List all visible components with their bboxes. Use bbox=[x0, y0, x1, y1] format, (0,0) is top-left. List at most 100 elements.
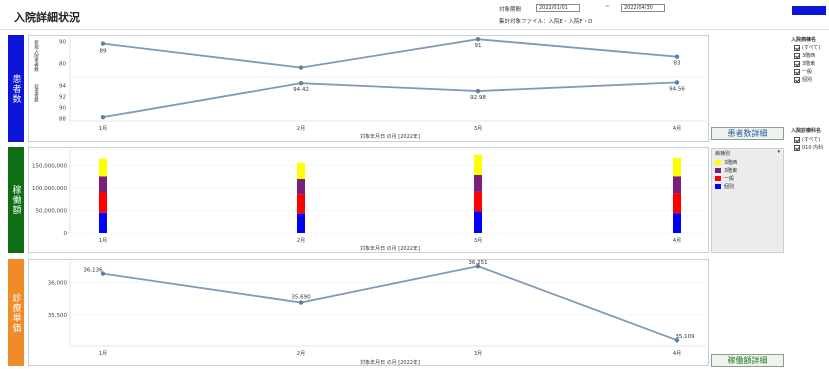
operations-y-tick: 0 bbox=[64, 231, 68, 237]
patients-upper-data-label: 89 bbox=[100, 49, 107, 55]
patients-lower-tick: 88 bbox=[59, 116, 66, 122]
operations-chart-panel bbox=[28, 147, 709, 253]
legend-item[interactable]: 3階西 bbox=[715, 159, 737, 167]
patients-upper-data-label: 91 bbox=[475, 43, 482, 49]
period-end-input[interactable]: 2022/04/30 bbox=[621, 4, 665, 12]
legend-label: 3階西 bbox=[724, 160, 738, 166]
ward-filter-option[interactable]: 3階東 bbox=[794, 60, 820, 68]
price-x-tick: 2月 bbox=[297, 351, 305, 357]
patients-x-tick: 2月 bbox=[297, 126, 305, 132]
source-files-label: 集計対象ファイル：入院E・入院F・D bbox=[499, 19, 593, 25]
operations-bar-segment bbox=[297, 213, 305, 233]
dept-filter-option[interactable]: (すべて) bbox=[794, 136, 823, 144]
patients-lower-data-label: 94.56 bbox=[669, 86, 685, 92]
patients-lower-tick: 94 bbox=[59, 83, 66, 89]
section-label-operations: 稼働額 bbox=[8, 147, 24, 253]
ward-filter-option-label: 個別 bbox=[802, 77, 813, 83]
checkbox-checked-icon[interactable] bbox=[794, 68, 800, 75]
ward-filter-option-label: 3階東 bbox=[802, 61, 816, 67]
section-label-unit-price: 診療単価 bbox=[8, 259, 24, 366]
price-x-tick: 3月 bbox=[474, 351, 482, 357]
price-x-tick: 1月 bbox=[99, 351, 107, 357]
unit-price-chart: 36,000 35,500 36,136 35,690 36,251 35,109 1月 2月… bbox=[48, 260, 706, 366]
operations-bar-segment bbox=[297, 179, 305, 195]
price-point bbox=[100, 271, 106, 276]
patients-lower-point bbox=[475, 88, 481, 94]
patients-x-tick: 3月 bbox=[474, 126, 482, 132]
patients-upper-line bbox=[102, 38, 678, 69]
patients-chart-panel bbox=[28, 35, 709, 142]
ward-filter-title: 入院病棟名 bbox=[791, 37, 817, 43]
operations-bar-segment bbox=[474, 174, 482, 192]
period-separator: ~ bbox=[605, 4, 610, 10]
operations-legend: 病棟別 ▾ 3階西 3階東 一般個別 bbox=[711, 148, 784, 253]
patients-lower-point bbox=[100, 114, 106, 120]
checkbox-checked-icon[interactable] bbox=[794, 144, 800, 151]
ward-filter-option[interactable]: 個別 bbox=[794, 76, 820, 84]
section-label-patients: 患者数 bbox=[8, 35, 24, 142]
operations-detail-button[interactable]: 稼働額詳細 bbox=[711, 354, 784, 367]
patients-lower-data-label: 92.98 bbox=[470, 95, 486, 101]
price-point bbox=[674, 337, 680, 343]
page-title: 入院詳細状況 bbox=[14, 11, 80, 24]
operations-bar-segment bbox=[99, 212, 107, 233]
legend-item[interactable]: 個別 bbox=[715, 183, 737, 191]
patients-upper-tick: 80 bbox=[59, 61, 66, 67]
operations-bar-segment bbox=[99, 158, 107, 177]
legend-header: 病棟別 bbox=[715, 151, 731, 157]
period-label: 対象期間 bbox=[499, 7, 522, 13]
ward-filter-option[interactable]: (すべて) bbox=[794, 44, 820, 52]
legend-items: 3階西 3階東 一般個別 bbox=[715, 159, 737, 191]
checkbox-checked-icon[interactable] bbox=[794, 136, 800, 143]
operations-y-tick: 150,000,000 bbox=[32, 164, 67, 170]
operations-y-tick: 100,000,000 bbox=[32, 186, 67, 192]
dept-filter-option-label: (すべて) bbox=[802, 137, 821, 143]
operations-x-axis-title: 対象年月日 の月 [2022年] bbox=[360, 245, 420, 252]
patients-x-tick: 4月 bbox=[673, 126, 681, 132]
patients-upper-point bbox=[475, 36, 481, 42]
operations-x-tick: 2月 bbox=[297, 238, 305, 244]
operations-bar-segment bbox=[99, 192, 107, 213]
price-data-label: 35,109 bbox=[675, 334, 695, 340]
legend-label: 一般 bbox=[724, 176, 735, 182]
price-y-tick: 36,000 bbox=[48, 280, 68, 286]
patients-lower-tick: 92 bbox=[59, 94, 66, 100]
top-action-button[interactable] bbox=[792, 6, 826, 15]
patients-x-axis-title: 対象年月日 の月 [2022年] bbox=[360, 133, 420, 140]
patients-upper-point bbox=[674, 54, 680, 59]
legend-dropdown-icon[interactable]: ▾ bbox=[777, 149, 780, 155]
operations-bar-segment bbox=[297, 194, 305, 214]
checkbox-checked-icon[interactable] bbox=[794, 76, 800, 83]
ward-filter-option[interactable]: 3階西 bbox=[794, 52, 820, 60]
price-data-label: 36,251 bbox=[468, 260, 487, 266]
patients-lower-point bbox=[298, 80, 304, 86]
operations-y-tick: 50,000,000 bbox=[36, 209, 68, 215]
patients-detail-button[interactable]: 患者数詳細 bbox=[711, 127, 784, 140]
ward-filter-option[interactable]: 一般 bbox=[794, 68, 820, 76]
operations-x-tick: 3月 bbox=[474, 238, 482, 244]
price-point bbox=[298, 300, 304, 305]
patients-lower-axis-label: 延患者数 bbox=[34, 83, 39, 104]
dept-filter-list: (すべて) 010 内科 bbox=[794, 136, 823, 152]
legend-item[interactable]: 一般 bbox=[715, 175, 737, 183]
ward-filter-option-label: 3階西 bbox=[802, 53, 816, 59]
operations-bar-segment bbox=[673, 213, 681, 233]
checkbox-checked-icon[interactable] bbox=[794, 52, 800, 59]
patients-upper-axis-label: 新規入院患者数 bbox=[34, 39, 39, 73]
checkbox-checked-icon[interactable] bbox=[794, 60, 800, 67]
operations-bar-segment bbox=[474, 211, 482, 233]
period-start-input[interactable]: 2022/01/01 bbox=[536, 4, 580, 12]
price-line bbox=[102, 265, 678, 342]
operations-bar-segment bbox=[297, 162, 305, 179]
price-x-tick: 4月 bbox=[673, 351, 681, 357]
legend-item[interactable]: 3階東 bbox=[715, 167, 737, 175]
operations-bar-segment bbox=[474, 191, 482, 212]
legend-label: 個別 bbox=[724, 184, 735, 190]
operations-bar-segment bbox=[474, 154, 482, 175]
dept-filter-option[interactable]: 010 内科 bbox=[794, 144, 823, 152]
legend-swatch bbox=[715, 176, 721, 181]
checkbox-checked-icon[interactable] bbox=[794, 44, 800, 51]
legend-swatch bbox=[715, 184, 721, 189]
